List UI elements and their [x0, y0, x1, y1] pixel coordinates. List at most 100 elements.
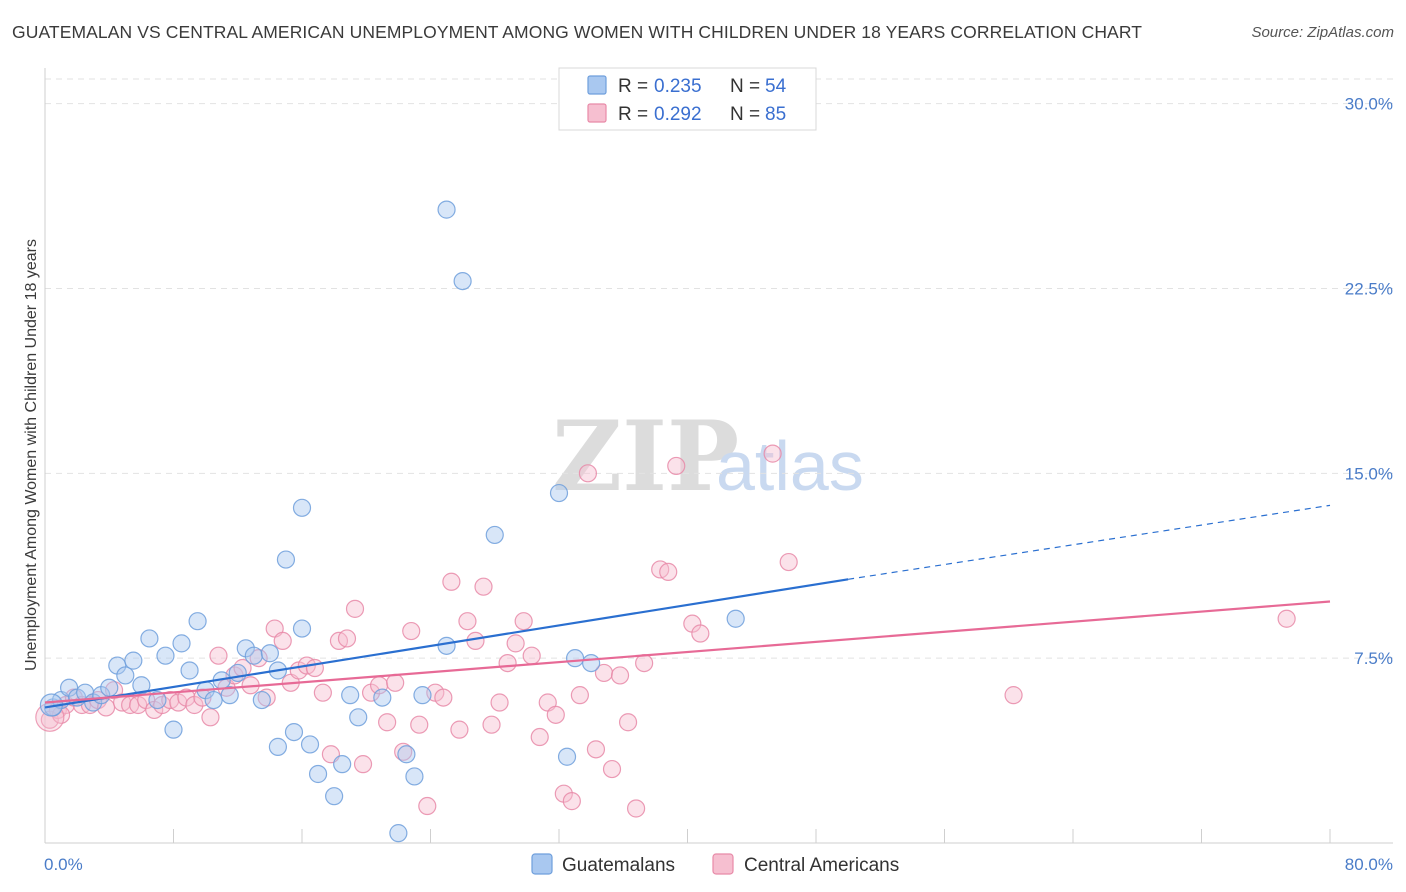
- guatemalans-point: [268, 737, 288, 756]
- guatemalans-point: [341, 686, 360, 705]
- central-americans-point: [635, 653, 654, 673]
- guatemalans-point: [549, 483, 569, 503]
- bottom-legend-swatch-central-americans: [712, 853, 734, 875]
- central-americans-point: [570, 686, 589, 705]
- guatemalans-point: [373, 688, 392, 707]
- central-americans-point: [1004, 686, 1023, 705]
- x-tick-label-min: 0.0%: [44, 855, 83, 874]
- guatemalans-point: [349, 708, 368, 727]
- central-americans-point: [578, 464, 598, 483]
- guatemalans-point: [397, 745, 416, 764]
- guatemalans-point: [292, 619, 312, 638]
- guatemalans-point: [252, 690, 271, 710]
- central-americans-point: [402, 621, 421, 641]
- guatemalans-point: [325, 787, 344, 806]
- guatemalans-point: [188, 612, 207, 631]
- guatemalans-point: [389, 824, 408, 843]
- guatemalans-point: [164, 720, 183, 739]
- bottom-legend-label-central-americans: Central Americans: [744, 855, 899, 876]
- guatemalans-point: [140, 629, 159, 648]
- guatemalans-point: [244, 646, 263, 665]
- y-tick-label: 22.5%: [1345, 279, 1393, 298]
- guatemalans-point: [180, 661, 199, 680]
- central-americans-point: [410, 715, 429, 734]
- central-americans-point: [506, 634, 525, 653]
- guatemalans-trend-line: [44, 578, 849, 709]
- central-americans-point: [273, 631, 292, 651]
- central-americans-point: [610, 666, 630, 685]
- central-americans-point: [691, 624, 710, 643]
- central-americans-point: [305, 658, 324, 678]
- legend-r-value-guatemalans: 0.235: [654, 76, 702, 97]
- legend: R = 0.235 N = 54 R = 0.292 N = 85: [558, 67, 817, 131]
- central-americans-point: [313, 683, 332, 702]
- guatemalans-point: [100, 678, 119, 697]
- x-tick-label-max: 80.0%: [1345, 855, 1393, 874]
- guatemalans-point: [582, 653, 601, 673]
- guatemalans-point: [437, 636, 456, 655]
- guatemalans-point: [132, 676, 151, 695]
- legend-n-value-guatemalans: 54: [765, 76, 787, 97]
- guatemalans-point: [220, 686, 239, 705]
- guatemalans-point: [726, 609, 745, 628]
- legend-r-label: R =: [618, 104, 648, 125]
- central-americans-point: [257, 688, 276, 707]
- y-tick-labels: 7.5% 15.0% 22.5% 30.0%: [1345, 95, 1393, 669]
- central-americans-point: [450, 720, 469, 739]
- guatemalans-point: [333, 755, 352, 774]
- central-americans-trend-line: [44, 600, 1331, 704]
- guatemalans-point: [308, 764, 328, 784]
- guatemalans-trend-extension: [848, 504, 1331, 580]
- guatemalans-point: [284, 722, 304, 742]
- watermark-atlas: atlas: [716, 427, 864, 505]
- legend-n-label: N =: [730, 76, 760, 97]
- legend-swatch-central-americans: [587, 103, 607, 123]
- central-americans-point: [458, 612, 477, 631]
- central-americans-point: [337, 629, 357, 648]
- central-americans-point: [378, 713, 397, 732]
- y-axis-label: Unemployment Among Women with Children U…: [23, 239, 40, 671]
- grid-lines: [45, 78, 1393, 659]
- y-tick-label: 15.0%: [1345, 464, 1393, 483]
- central-americans-point: [35, 702, 65, 732]
- central-americans-point: [667, 456, 686, 476]
- central-americans-point: [763, 444, 782, 463]
- central-americans-point: [434, 688, 453, 707]
- central-americans-point: [779, 552, 798, 572]
- central-americans-point: [345, 599, 365, 618]
- watermark-zip: ZIP: [552, 400, 739, 513]
- y-tick-label: 30.0%: [1345, 95, 1393, 114]
- legend-swatch-guatemalans: [587, 75, 607, 95]
- guatemalans-point: [453, 271, 472, 291]
- legend-r-value-central-americans: 0.292: [654, 104, 702, 125]
- central-americans-point: [209, 646, 228, 665]
- legend-n-value-central-americans: 85: [765, 104, 786, 125]
- guatemalans-point: [116, 666, 135, 685]
- central-americans-point: [353, 755, 373, 774]
- central-americans-point: [466, 631, 485, 651]
- guatemalans-point: [156, 646, 175, 665]
- central-americans-point: [386, 673, 405, 692]
- guatemalans-point: [557, 747, 577, 766]
- y-tick-label: 7.5%: [1354, 649, 1393, 668]
- central-americans-point: [530, 727, 549, 747]
- guatemalans-point: [413, 686, 432, 705]
- legend-r-label: R =: [618, 76, 648, 97]
- central-americans-point: [442, 572, 461, 591]
- chart-source: Source: ZipAtlas.com: [1251, 24, 1394, 41]
- guatemalans-point: [437, 200, 456, 219]
- central-americans-point: [249, 649, 268, 668]
- guatemalans-point: [260, 644, 279, 663]
- central-americans-point: [546, 705, 565, 724]
- guatemalans-point: [485, 525, 504, 545]
- central-americans-point: [626, 799, 646, 818]
- guatemalans-point: [276, 550, 296, 569]
- central-americans-point: [562, 792, 581, 811]
- central-americans-point: [482, 715, 501, 734]
- central-americans-point: [514, 612, 533, 631]
- central-americans-point: [659, 562, 678, 582]
- guatemalans-point: [292, 498, 312, 517]
- guatemalans-point: [300, 735, 320, 754]
- central-americans-point: [1277, 609, 1296, 628]
- central-americans-point: [602, 759, 622, 779]
